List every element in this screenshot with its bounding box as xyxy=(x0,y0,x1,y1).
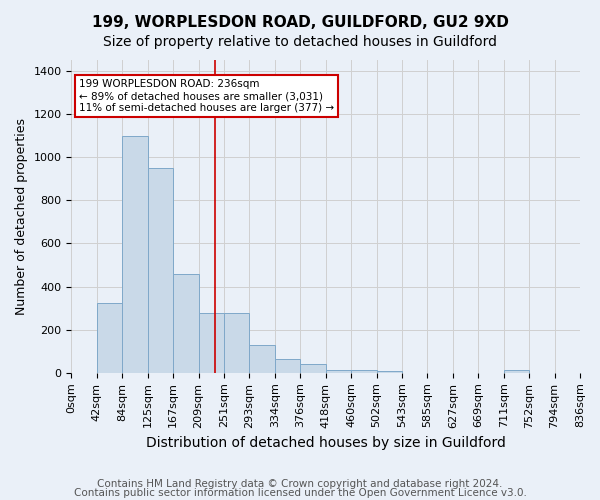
Bar xyxy=(148,168,173,373)
Text: Size of property relative to detached houses in Guildford: Size of property relative to detached ho… xyxy=(103,35,497,49)
Y-axis label: Number of detached properties: Number of detached properties xyxy=(15,118,28,315)
Bar xyxy=(122,136,148,373)
Text: 199 WORPLESDON ROAD: 236sqm
← 89% of detached houses are smaller (3,031)
11% of : 199 WORPLESDON ROAD: 236sqm ← 89% of det… xyxy=(79,80,334,112)
Bar xyxy=(275,359,300,373)
Bar xyxy=(377,370,402,373)
Bar xyxy=(224,314,250,373)
Text: 199, WORPLESDON ROAD, GUILDFORD, GU2 9XD: 199, WORPLESDON ROAD, GUILDFORD, GU2 9XD xyxy=(92,15,508,30)
Bar xyxy=(504,370,529,373)
Bar xyxy=(326,370,351,373)
Bar xyxy=(250,345,275,373)
Text: Contains public sector information licensed under the Open Government Licence v3: Contains public sector information licen… xyxy=(74,488,526,498)
Bar xyxy=(199,314,224,373)
X-axis label: Distribution of detached houses by size in Guildford: Distribution of detached houses by size … xyxy=(146,436,506,450)
Bar xyxy=(351,370,377,373)
Bar xyxy=(173,274,199,373)
Bar xyxy=(300,364,326,373)
Text: Contains HM Land Registry data © Crown copyright and database right 2024.: Contains HM Land Registry data © Crown c… xyxy=(97,479,503,489)
Bar xyxy=(97,302,122,373)
